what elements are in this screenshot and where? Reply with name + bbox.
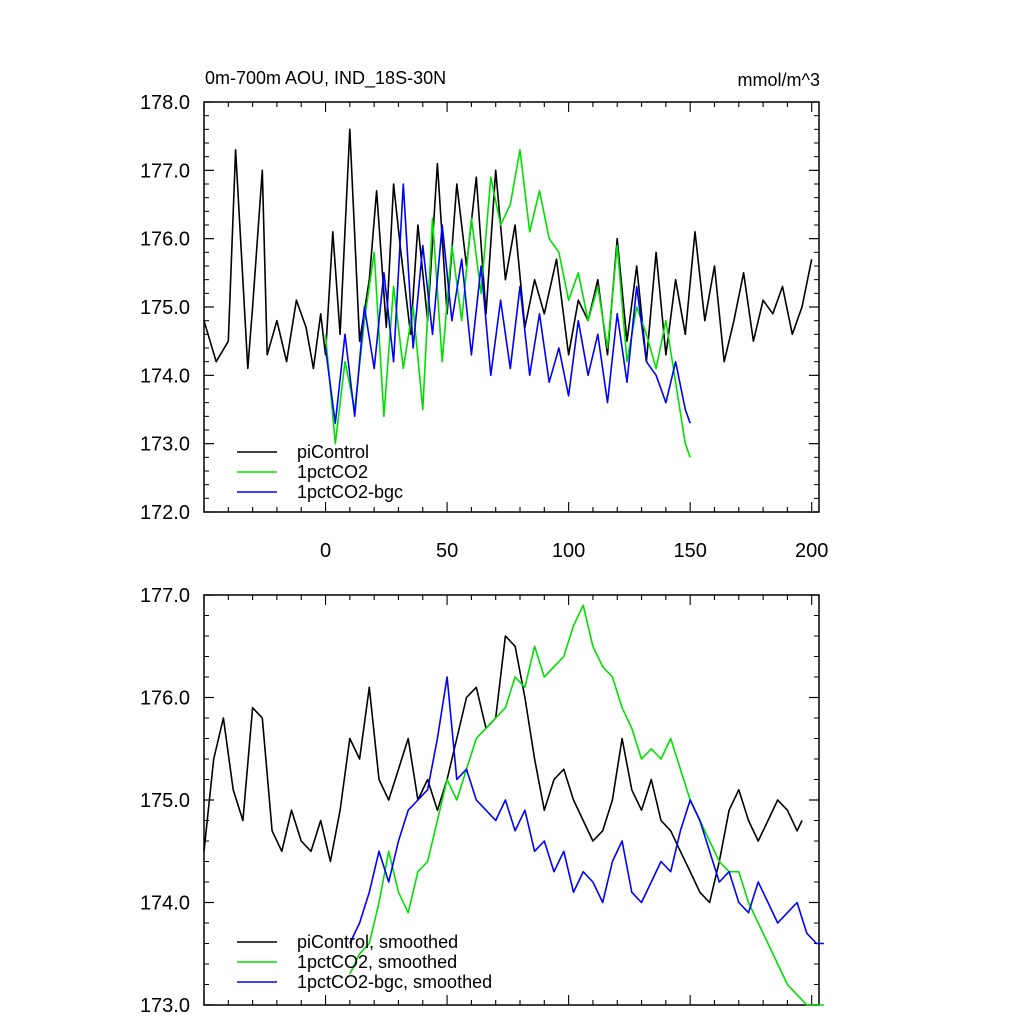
top-panel: 0m-700m AOU, IND_18S-30N mmol/m^3 172.01… [140, 68, 828, 562]
series-line [349, 676, 824, 945]
y-tick-label: 176.0 [140, 229, 190, 251]
y-tick-label: 178.0 [140, 92, 190, 114]
y-tick-label: 173.0 [140, 995, 190, 1017]
y-tick-label: 172.0 [140, 502, 190, 524]
x-tick-label: 50 [436, 540, 458, 562]
legend-label: 1pctCO2-bgc, smoothed [297, 972, 492, 992]
x-tick-label: 100 [552, 540, 585, 562]
y-ticks: 173.0 174.0 175.0 176.0 177.0 [140, 585, 819, 1017]
y-tick-label: 173.0 [140, 434, 190, 456]
x-ticks [203, 595, 813, 1005]
legend-label: 1pctCO2, smoothed [297, 952, 457, 972]
x-tick-label: 0 [320, 540, 331, 562]
y-tick-label: 177.0 [140, 160, 190, 182]
x-tick-label: 200 [795, 540, 828, 562]
legend-label: 1pctCO2 [297, 462, 368, 482]
series-group [203, 604, 824, 1006]
y-tick-label: 177.0 [140, 585, 190, 607]
legend-label: piControl [297, 442, 369, 462]
y-tick-label: 175.0 [140, 297, 190, 319]
series-line [324, 183, 691, 425]
legend-label: piControl, smoothed [297, 932, 458, 952]
bottom-panel: 173.0 174.0 175.0 176.0 177.0 piControl, smo… [140, 585, 824, 1017]
series-group [203, 128, 813, 458]
series-line [203, 635, 803, 904]
units-label: mmol/m^3 [738, 70, 820, 90]
chart-title: 0m-700m AOU, IND_18S-30N [205, 68, 446, 89]
y-tick-label: 175.0 [140, 790, 190, 812]
series-line [349, 604, 824, 1006]
series-line [203, 128, 813, 370]
y-tick-label: 174.0 [140, 365, 190, 387]
x-tick-label: 150 [673, 540, 706, 562]
y-ticks: 172.0 173.0 174.0 175.0 176.0 177.0 178.0 [140, 92, 819, 524]
x-ticks: 0 50 100 150 200 [203, 102, 828, 562]
y-tick-label: 174.0 [140, 893, 190, 915]
legend-label: 1pctCO2-bgc [297, 482, 403, 502]
y-tick-label: 176.0 [140, 688, 190, 710]
